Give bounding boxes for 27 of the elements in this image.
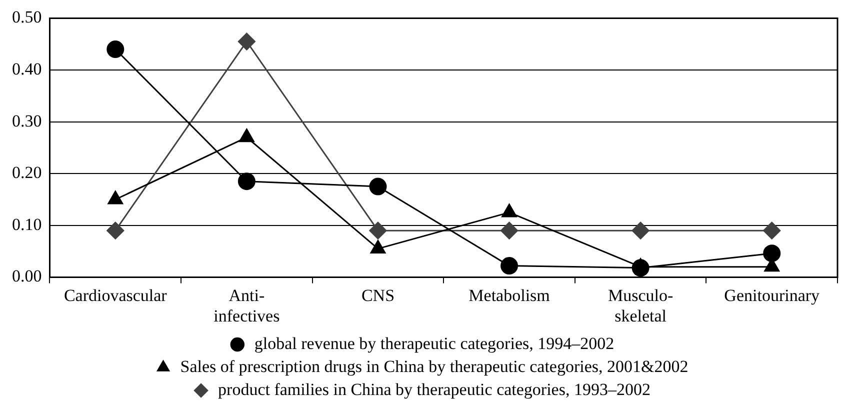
x-tick-label: Metabolism bbox=[468, 286, 550, 305]
point bbox=[369, 178, 387, 196]
y-tick-label: 0.20 bbox=[12, 163, 42, 182]
x-tick-label: Anti- infectives bbox=[214, 286, 280, 326]
x-tick-label: CNS bbox=[361, 286, 395, 305]
legend-label: product families in China by therapeutic categories, 1993–2002 bbox=[218, 380, 650, 399]
point bbox=[500, 222, 518, 240]
y-tick-label: 0.00 bbox=[12, 266, 42, 286]
point bbox=[500, 257, 518, 275]
y-tick-label: 0.40 bbox=[12, 59, 42, 78]
x-tick-label: Genitourinary bbox=[724, 286, 820, 305]
y-tick-label: 0.30 bbox=[12, 111, 42, 130]
x-tick-label: Musculo- skeletal bbox=[608, 286, 674, 326]
point bbox=[632, 222, 650, 240]
y-tick-label: 0.10 bbox=[12, 214, 42, 234]
point bbox=[763, 244, 781, 262]
legend-label: global revenue by therapeutic categories, 1994–2002 bbox=[254, 334, 614, 353]
point bbox=[106, 222, 124, 240]
point bbox=[369, 222, 387, 240]
point bbox=[106, 40, 124, 58]
y-tick-label: 0.50 bbox=[12, 8, 42, 27]
point bbox=[632, 259, 650, 277]
legend-label: Sales of prescription drugs in China by therapeutic categories, 2001&2002 bbox=[180, 356, 688, 376]
point bbox=[238, 32, 256, 50]
x-tick-label: Cardiovascular bbox=[64, 286, 168, 305]
point bbox=[763, 222, 781, 240]
point bbox=[238, 172, 256, 190]
